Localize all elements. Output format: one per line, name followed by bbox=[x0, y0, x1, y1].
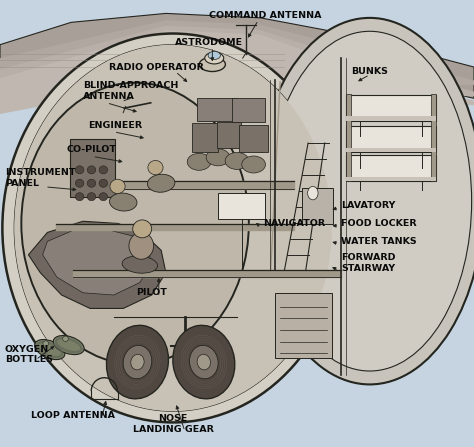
Text: COMMAND ANTENNA: COMMAND ANTENNA bbox=[209, 11, 322, 20]
Ellipse shape bbox=[268, 31, 472, 371]
Ellipse shape bbox=[199, 57, 226, 72]
Polygon shape bbox=[0, 20, 474, 94]
Polygon shape bbox=[43, 229, 152, 295]
Circle shape bbox=[133, 220, 152, 238]
Text: LAVATORY: LAVATORY bbox=[341, 201, 396, 210]
Text: NAVIGATOR: NAVIGATOR bbox=[263, 219, 325, 228]
Ellipse shape bbox=[129, 232, 154, 259]
Ellipse shape bbox=[205, 52, 224, 64]
Circle shape bbox=[110, 179, 125, 194]
Ellipse shape bbox=[206, 149, 230, 166]
Circle shape bbox=[75, 166, 84, 174]
Bar bbox=[232, 98, 265, 122]
Text: WATER TANKS: WATER TANKS bbox=[341, 237, 417, 246]
Text: ASTRODOME: ASTRODOME bbox=[174, 38, 243, 47]
Ellipse shape bbox=[123, 346, 152, 379]
Polygon shape bbox=[0, 30, 474, 114]
Polygon shape bbox=[135, 236, 151, 261]
Circle shape bbox=[87, 179, 96, 187]
Ellipse shape bbox=[208, 51, 220, 59]
Circle shape bbox=[99, 166, 108, 174]
Ellipse shape bbox=[2, 34, 344, 422]
Polygon shape bbox=[0, 13, 474, 98]
Circle shape bbox=[99, 179, 108, 187]
Bar bbox=[197, 98, 237, 121]
Ellipse shape bbox=[14, 45, 332, 411]
Circle shape bbox=[75, 179, 84, 187]
Ellipse shape bbox=[131, 354, 144, 370]
Bar bbox=[346, 177, 436, 181]
Bar bbox=[275, 293, 332, 358]
Ellipse shape bbox=[109, 193, 137, 211]
Bar bbox=[346, 148, 436, 152]
Ellipse shape bbox=[190, 346, 218, 379]
Text: FORWARD
STAIRWAY: FORWARD STAIRWAY bbox=[341, 253, 396, 273]
Text: BUNKS: BUNKS bbox=[351, 67, 388, 76]
Ellipse shape bbox=[21, 83, 249, 364]
Bar bbox=[346, 155, 436, 181]
Text: RADIO OPERATOR: RADIO OPERATOR bbox=[109, 63, 204, 72]
Ellipse shape bbox=[63, 336, 68, 342]
Bar bbox=[192, 123, 218, 152]
Ellipse shape bbox=[256, 18, 474, 384]
Circle shape bbox=[75, 193, 84, 201]
Text: OXYGEN
BOTTLES: OXYGEN BOTTLES bbox=[5, 345, 53, 364]
Bar bbox=[302, 188, 333, 224]
Ellipse shape bbox=[122, 256, 157, 273]
Text: ENGINEER: ENGINEER bbox=[88, 121, 142, 130]
Bar bbox=[218, 193, 265, 219]
Bar bbox=[346, 95, 436, 121]
Ellipse shape bbox=[43, 341, 49, 346]
Text: CO-PILOT: CO-PILOT bbox=[66, 145, 116, 154]
Ellipse shape bbox=[242, 156, 265, 173]
Ellipse shape bbox=[53, 336, 84, 354]
Text: INSTRUMENT
PANEL: INSTRUMENT PANEL bbox=[5, 169, 75, 188]
Circle shape bbox=[99, 193, 108, 201]
Ellipse shape bbox=[147, 174, 175, 192]
Ellipse shape bbox=[225, 152, 249, 169]
Text: NOSE
LANDING GEAR: NOSE LANDING GEAR bbox=[133, 414, 213, 434]
Bar bbox=[239, 125, 268, 152]
Ellipse shape bbox=[35, 340, 65, 359]
Text: PILOT: PILOT bbox=[136, 288, 167, 297]
Ellipse shape bbox=[187, 153, 211, 170]
Bar bbox=[346, 94, 351, 181]
Bar bbox=[217, 122, 241, 148]
Circle shape bbox=[148, 160, 163, 175]
Polygon shape bbox=[0, 25, 474, 105]
Text: LOOP ANTENNA: LOOP ANTENNA bbox=[31, 411, 116, 420]
Polygon shape bbox=[28, 221, 166, 308]
Bar bbox=[346, 116, 436, 121]
Ellipse shape bbox=[14, 45, 332, 411]
Circle shape bbox=[87, 193, 96, 201]
Bar bbox=[431, 94, 436, 181]
Ellipse shape bbox=[107, 325, 168, 399]
Text: BLIND-APPROACH
ANTENNA: BLIND-APPROACH ANTENNA bbox=[83, 81, 178, 101]
Circle shape bbox=[87, 166, 96, 174]
Ellipse shape bbox=[173, 325, 235, 399]
Ellipse shape bbox=[308, 186, 318, 200]
Bar bbox=[346, 126, 436, 152]
Text: FOOD LOCKER: FOOD LOCKER bbox=[341, 219, 417, 228]
Bar bbox=[70, 139, 115, 197]
Ellipse shape bbox=[197, 354, 210, 370]
